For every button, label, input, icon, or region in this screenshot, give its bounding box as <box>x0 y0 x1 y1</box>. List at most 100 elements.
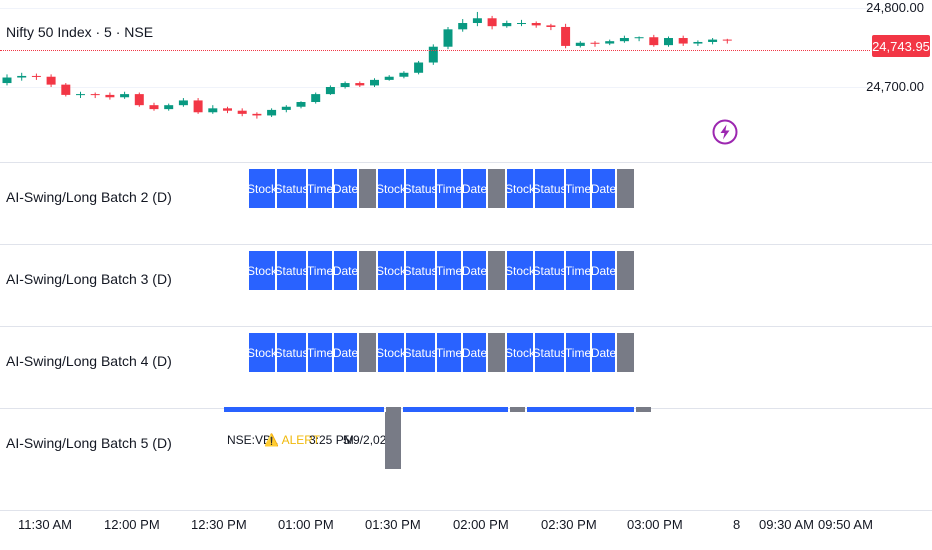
price-label-high: 24,800.00 <box>866 0 924 15</box>
candle-body <box>722 39 732 41</box>
candle-body <box>634 37 644 39</box>
candle-body <box>590 42 600 44</box>
time-label: 8 <box>733 517 741 532</box>
header-date: Date <box>333 169 358 208</box>
header-time: Time <box>436 333 462 372</box>
header-time: Time <box>307 333 333 372</box>
table-separator <box>359 251 376 290</box>
main-chart-pane[interactable] <box>0 0 870 162</box>
header-date: Date <box>462 333 487 372</box>
header-time: Time <box>436 169 462 208</box>
header-status: Status <box>532 169 567 208</box>
table-separator <box>488 169 505 208</box>
batch-5-date: 5/9/2,025 <box>343 433 394 447</box>
candle-body <box>428 46 438 63</box>
batch-5-status: ⚠️ ALERT <box>264 433 321 447</box>
candle-body <box>208 108 218 113</box>
candle-body <box>296 102 306 107</box>
time-label: 11:30 AM <box>18 517 72 532</box>
header-stock: Stock <box>505 169 535 208</box>
batch-2-table: Stock Status Time Date Stock Status Time… <box>247 169 634 208</box>
candle-body <box>61 84 71 95</box>
batch-5-time: 3:25 PM <box>309 433 354 447</box>
candle-body <box>120 94 130 98</box>
candle-body <box>605 41 615 44</box>
candle-body <box>252 113 262 116</box>
time-axis[interactable]: 11:30 AM 12:00 PM 12:30 PM 01:00 PM 01:3… <box>0 510 873 550</box>
candle-body <box>325 87 335 95</box>
header-status: Status <box>532 251 567 290</box>
header-date: Date <box>591 251 616 290</box>
candle-body <box>281 106 291 110</box>
header-stock: Stock <box>247 333 277 372</box>
time-label: 09:30 AM <box>759 517 814 532</box>
batch-4-table: Stock Status Time Date Stock Status Time… <box>247 333 634 372</box>
pane-title-batch-4[interactable]: AI-Swing/Long Batch 4 (D) <box>6 353 172 369</box>
header-status: Status <box>532 333 567 372</box>
header-stock: Stock <box>505 251 535 290</box>
candle-body <box>223 108 232 111</box>
table-separator <box>359 169 376 208</box>
price-axis[interactable]: 24,800.00 24,700.00 <box>866 0 932 510</box>
time-label: 01:00 PM <box>278 517 334 532</box>
header-date: Date <box>462 169 487 208</box>
candle-body <box>134 94 144 106</box>
candle-body <box>443 29 453 47</box>
header-date: Date <box>591 169 616 208</box>
header-status: Status <box>403 333 438 372</box>
current-price-badge: 24,743.95 <box>872 35 930 57</box>
candle-body <box>619 38 629 42</box>
candle-body <box>178 100 188 106</box>
candle-body <box>546 25 556 27</box>
header-status: Status <box>274 333 309 372</box>
candle-body <box>575 42 585 46</box>
header-date: Date <box>333 333 358 372</box>
candle-body <box>76 94 85 96</box>
table-separator <box>488 333 505 372</box>
table-separator <box>359 333 376 372</box>
candle-body <box>17 75 27 78</box>
header-status: Status <box>403 251 438 290</box>
candle-body <box>472 18 482 24</box>
lightning-icon[interactable] <box>712 119 738 145</box>
candle-body <box>370 79 379 86</box>
candle-body <box>384 76 394 80</box>
candle-body <box>531 23 541 26</box>
time-label: 12:00 PM <box>104 517 160 532</box>
pane-title-batch-5[interactable]: AI-Swing/Long Batch 5 (D) <box>6 435 172 451</box>
candle-body <box>311 94 321 103</box>
header-stock: Stock <box>376 169 406 208</box>
time-label: 03:00 PM <box>627 517 683 532</box>
header-time: Time <box>565 169 591 208</box>
candle-body <box>649 37 659 46</box>
header-time: Time <box>436 251 462 290</box>
candle-body <box>693 41 703 44</box>
candle-body <box>708 39 718 42</box>
symbol-title[interactable]: Nifty 50 Index · 5 · NSE <box>6 24 154 40</box>
header-status: Status <box>274 169 309 208</box>
time-label: 02:00 PM <box>453 517 509 532</box>
header-time: Time <box>565 251 591 290</box>
candle-body <box>458 23 468 30</box>
candle-body <box>90 94 100 96</box>
header-stock: Stock <box>505 333 535 372</box>
candle-body <box>340 83 350 87</box>
table-separator <box>617 333 634 372</box>
batch-5-strip-separator-1 <box>386 407 401 412</box>
header-time: Time <box>307 169 333 208</box>
time-label: 01:30 PM <box>365 517 421 532</box>
candle-body <box>193 100 203 113</box>
candle-body <box>237 110 247 114</box>
header-date: Date <box>462 251 487 290</box>
candle-body <box>31 75 41 77</box>
batch-3-table: Stock Status Time Date Stock Status Time… <box>247 251 634 290</box>
time-label: 02:30 PM <box>541 517 597 532</box>
candle-body <box>664 38 673 46</box>
pane-title-batch-2[interactable]: AI-Swing/Long Batch 2 (D) <box>6 189 172 205</box>
pane-title-batch-3[interactable]: AI-Swing/Long Batch 3 (D) <box>6 271 172 287</box>
batch-5-stock: NSE:VBL <box>227 433 278 447</box>
batch-5-strip-separator-3 <box>636 407 651 412</box>
header-status: Status <box>274 251 309 290</box>
candle-body <box>561 26 571 46</box>
header-time: Time <box>307 251 333 290</box>
